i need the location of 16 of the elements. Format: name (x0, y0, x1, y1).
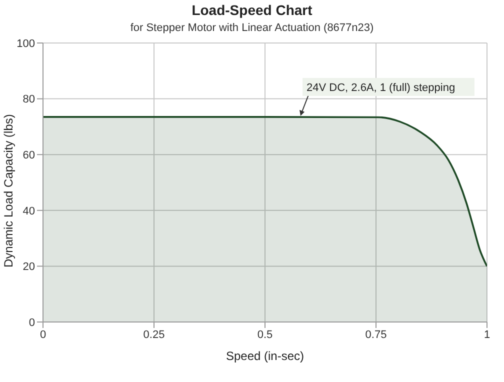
y-tick-label: 100 (16, 38, 35, 50)
y-tick-label: 20 (22, 261, 35, 274)
x-axis-title: Speed (in-sec) (226, 349, 304, 363)
annotation: 24V DC, 2.6A, 1 (full) stepping (306, 82, 456, 94)
y-axis-title: Dynamic Load Capacity (lbs) (1, 114, 16, 268)
y-tick-label: 0 (28, 316, 35, 329)
chart-subtitle: for Stepper Motor with Linear Actuation (8677n23) (129, 22, 375, 34)
y-tick-label: 80 (22, 94, 35, 106)
x-tick-label: 0.25 (143, 328, 165, 341)
y-tick-label: 60 (22, 150, 35, 162)
x-tick-label: 0 (40, 328, 46, 341)
y-tick-label: 40 (22, 205, 35, 218)
x-tick-label: 1 (484, 328, 490, 341)
chart-title: Load-Speed Chart (190, 2, 314, 18)
x-tick-label: 0.5 (257, 328, 273, 341)
x-tick-label: 0.75 (365, 328, 387, 341)
